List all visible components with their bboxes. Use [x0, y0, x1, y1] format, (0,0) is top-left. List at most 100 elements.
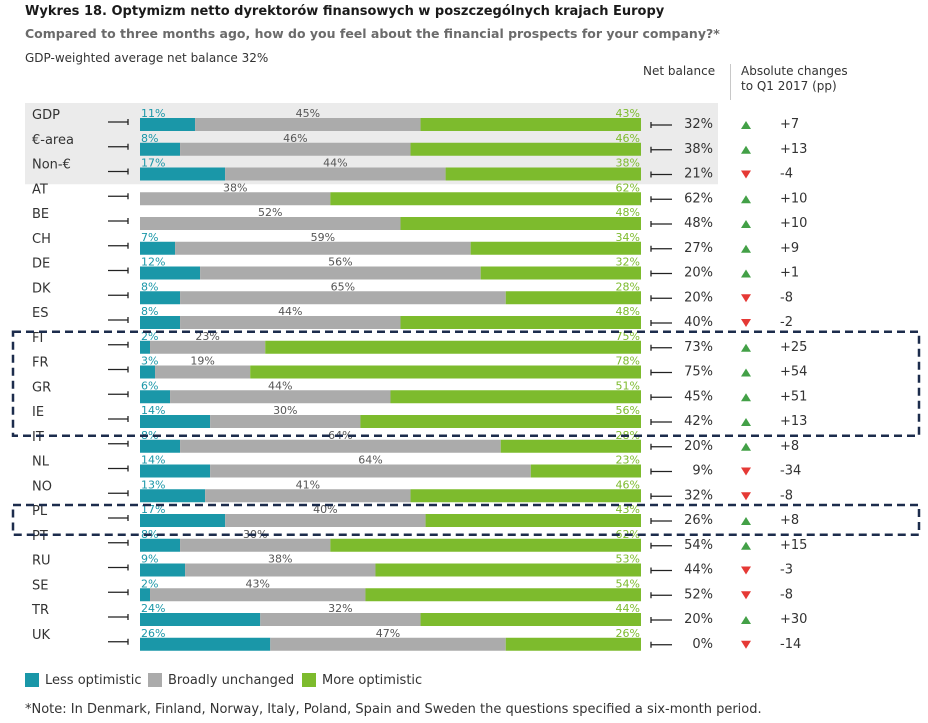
- change-value-fr: +54: [780, 365, 807, 380]
- net-balance-ch: 27%: [684, 241, 713, 256]
- change-value-gdp: +7: [780, 117, 799, 132]
- bar-more-at: [330, 192, 641, 206]
- change-value-nl: -34: [780, 464, 801, 479]
- legend-swatch-less: [25, 673, 39, 687]
- label-unchanged-area: 46%: [283, 132, 307, 145]
- label-more-fi: 75%: [616, 330, 640, 343]
- row-connector-right: [650, 270, 672, 277]
- bar-more-area: [410, 142, 641, 156]
- row-label-gr: GR: [32, 380, 51, 395]
- bar-unchanged-at: [140, 192, 331, 206]
- bar-more-it: [500, 439, 641, 453]
- triangle-down-icon: [741, 319, 751, 327]
- triangle-up-icon: [741, 368, 751, 377]
- header-divider: [730, 64, 731, 100]
- bar-less-it: [140, 439, 181, 453]
- footnote: *Note: In Denmark, Finland, Norway, Ital…: [25, 702, 762, 717]
- row-connector-right: [650, 221, 672, 227]
- bar-less-area: [140, 142, 181, 156]
- label-less-area: 8%: [141, 132, 158, 145]
- row-connector-right: [650, 518, 672, 524]
- bar-less-se: [140, 588, 151, 602]
- label-more-pl: 43%: [616, 503, 640, 516]
- label-less-se: 2%: [141, 577, 158, 590]
- legend-item-more: More optimistic: [302, 672, 422, 688]
- row-connector-right: [650, 344, 672, 351]
- label-less-gdp: 11%: [141, 107, 165, 120]
- change-value-non: -4: [780, 167, 793, 182]
- row-connector-left: [108, 366, 129, 373]
- bar-more-be: [400, 217, 641, 230]
- bar-more-nl: [530, 464, 641, 478]
- bar-more-uk: [505, 637, 641, 651]
- bar-more-no: [410, 489, 641, 503]
- net-balance-header: Net balance: [643, 64, 716, 78]
- label-unchanged-at: 38%: [223, 181, 247, 194]
- bar-more-gdp: [420, 118, 641, 131]
- row-label-nl: NL: [32, 455, 50, 470]
- row-label-pt: PT: [32, 529, 48, 544]
- bar-less-ru: [140, 563, 186, 577]
- bar-more-ie: [360, 415, 641, 428]
- label-more-be: 48%: [616, 206, 640, 219]
- bar-more-gr: [390, 390, 641, 404]
- label-unchanged-tr: 32%: [328, 602, 352, 615]
- label-less-non: 17%: [141, 157, 165, 170]
- change-value-ru: -3: [780, 563, 793, 578]
- label-unchanged-de: 56%: [328, 256, 352, 269]
- triangle-up-icon: [741, 418, 751, 426]
- row-connector-left: [108, 391, 129, 398]
- bar-unchanged-pt: [180, 538, 331, 552]
- label-more-gdp: 43%: [616, 107, 640, 120]
- row-connector-left: [108, 168, 129, 175]
- row-label-it: IT: [32, 430, 44, 445]
- label-less-ch: 7%: [141, 231, 158, 244]
- label-more-ch: 34%: [616, 231, 640, 244]
- bar-more-es: [400, 316, 641, 329]
- bar-less-pt: [140, 538, 181, 552]
- triangle-up-icon: [741, 269, 751, 278]
- triangle-down-icon: [741, 492, 751, 501]
- bar-unchanged-fr: [155, 365, 251, 379]
- change-value-at: +10: [780, 191, 807, 206]
- label-less-tr: 24%: [141, 602, 165, 615]
- legend-swatch-unchanged: [148, 673, 162, 687]
- bar-less-ie: [140, 415, 211, 428]
- row-label-at: AT: [32, 182, 48, 197]
- bar-less-nl: [140, 464, 211, 478]
- legend-item-less: Less optimistic: [25, 672, 142, 688]
- bar-more-fr: [250, 365, 641, 379]
- triangle-up-icon: [741, 343, 751, 352]
- row-label-pl: PL: [32, 504, 48, 519]
- change-value-tr: +30: [780, 612, 807, 627]
- bar-unchanged-area: [180, 142, 411, 156]
- absolute-change-header-line2: to Q1 2017 (pp): [741, 79, 837, 93]
- row-connector-left: [108, 267, 129, 274]
- net-balance-tr: 20%: [684, 612, 713, 627]
- row-label-ch: CH: [32, 232, 51, 247]
- label-more-non: 38%: [616, 157, 640, 170]
- label-unchanged-uk: 47%: [376, 627, 400, 640]
- row-connector-right: [650, 369, 672, 376]
- bar-unchanged-it: [180, 439, 501, 453]
- label-unchanged-gdp: 45%: [296, 107, 320, 120]
- legend-item-unchanged: Broadly unchanged: [148, 672, 294, 688]
- label-unchanged-nl: 64%: [358, 454, 382, 467]
- row-connector-right: [650, 567, 672, 574]
- row-connector-right: [650, 171, 672, 178]
- change-value-se: -8: [780, 587, 793, 602]
- label-more-nl: 23%: [616, 454, 640, 467]
- bar-less-gr: [140, 390, 171, 404]
- bar-unchanged-se: [150, 588, 366, 602]
- label-unchanged-gr: 44%: [268, 379, 292, 392]
- change-value-pl: +8: [780, 513, 799, 528]
- row-label-ie: IE: [32, 405, 44, 420]
- triangle-up-icon: [741, 220, 751, 228]
- bar-unchanged-gdp: [195, 118, 421, 131]
- row-label-gdp: GDP: [32, 108, 60, 123]
- triangle-up-icon: [741, 195, 751, 204]
- change-value-be: +10: [780, 216, 807, 231]
- label-unchanged-ie: 30%: [273, 404, 297, 417]
- label-less-es: 8%: [141, 305, 158, 318]
- bar-unchanged-fi: [150, 340, 266, 354]
